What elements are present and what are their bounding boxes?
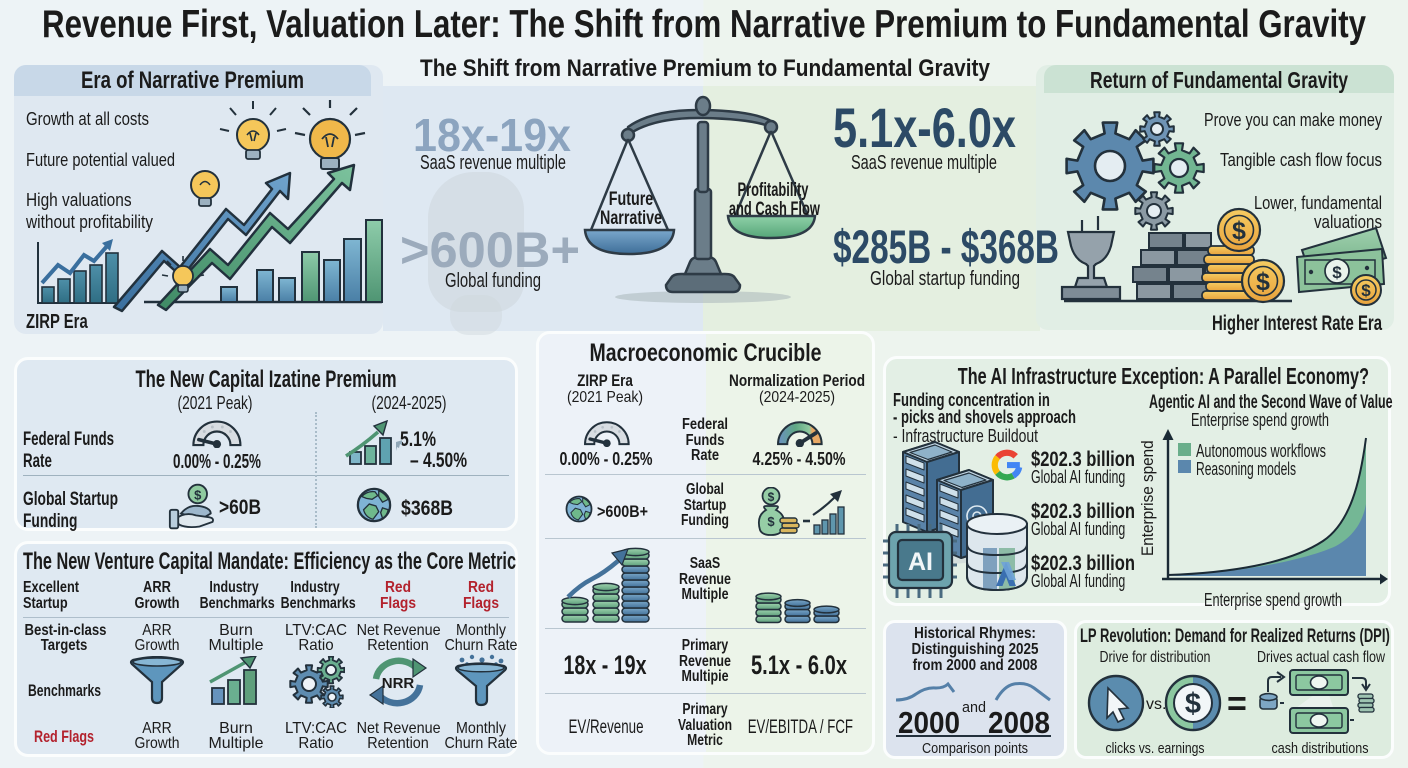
svg-text:$: $ (1332, 263, 1342, 282)
svg-text:$: $ (194, 488, 202, 503)
svg-text:=: = (1227, 685, 1247, 723)
svg-text:vs.: vs. (1146, 696, 1166, 713)
svg-text:$: $ (767, 514, 775, 529)
svg-text:AI: AI (908, 548, 933, 576)
svg-text:$: $ (1232, 217, 1246, 245)
svg-text:$: $ (768, 490, 775, 504)
svg-text:$: $ (1185, 688, 1201, 720)
svg-text:NRR: NRR (382, 675, 415, 692)
svg-text:$: $ (1361, 281, 1371, 300)
svg-text:$: $ (1256, 268, 1270, 296)
